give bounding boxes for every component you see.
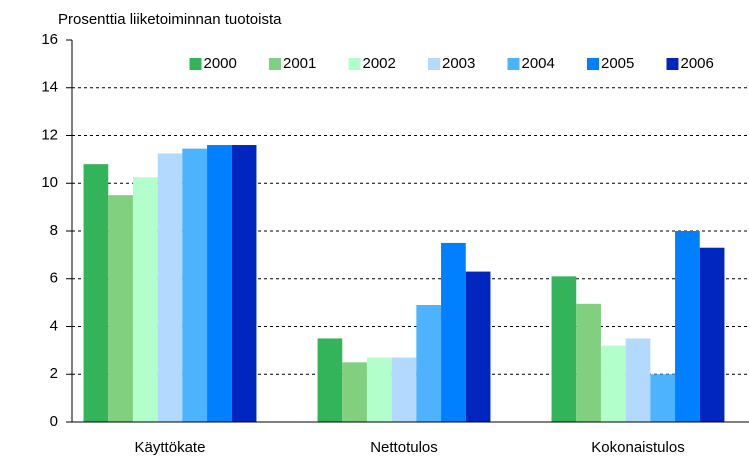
bar (576, 303, 601, 422)
bar (83, 164, 109, 422)
bar (342, 362, 367, 422)
bar (600, 345, 626, 422)
bar (551, 276, 577, 422)
bar (441, 242, 466, 422)
y-tick-label: 0 (50, 413, 58, 430)
bar (465, 271, 491, 422)
bar (157, 153, 183, 422)
bar (366, 357, 392, 422)
y-tick-label: 12 (41, 126, 58, 143)
legend-label: 2002 (363, 55, 396, 72)
y-tick-label: 4 (50, 317, 58, 334)
bar (207, 145, 232, 423)
y-tick-label: 10 (41, 174, 58, 191)
legend-swatch (587, 58, 599, 70)
bar (675, 231, 700, 422)
x-tick-label: Kokonaistulos (591, 439, 684, 456)
x-tick-label: Nettotulos (370, 439, 438, 456)
y-tick-label: 2 (50, 365, 58, 382)
legend-label: 2001 (283, 55, 316, 72)
x-tick-label: Käyttökate (135, 439, 206, 456)
bar (391, 357, 417, 422)
chart-subtitle: Prosenttia liiketoiminnan tuotoista (58, 11, 282, 28)
legend-label: 2006 (681, 55, 714, 72)
bar (416, 305, 442, 422)
legend-label: 2004 (522, 55, 555, 72)
bar (699, 247, 725, 422)
y-tick-label: 16 (41, 31, 58, 48)
legend-label: 2005 (601, 55, 634, 72)
y-tick-label: 14 (41, 79, 58, 96)
bar (231, 145, 257, 423)
legend-swatch (189, 58, 202, 70)
legend-swatch (507, 58, 520, 70)
legend-label: 2000 (204, 55, 237, 72)
legend-swatch (666, 58, 679, 70)
bar (108, 195, 133, 422)
y-tick-label: 6 (50, 270, 58, 287)
legend-swatch (269, 58, 281, 70)
bar (182, 148, 208, 422)
y-tick-label: 8 (50, 222, 58, 239)
bar (317, 338, 343, 422)
legend-swatch (348, 58, 361, 70)
bar (650, 374, 676, 422)
bar (132, 177, 158, 422)
legend-label: 2003 (442, 55, 475, 72)
legend-swatch (428, 58, 440, 70)
bar (625, 338, 651, 422)
